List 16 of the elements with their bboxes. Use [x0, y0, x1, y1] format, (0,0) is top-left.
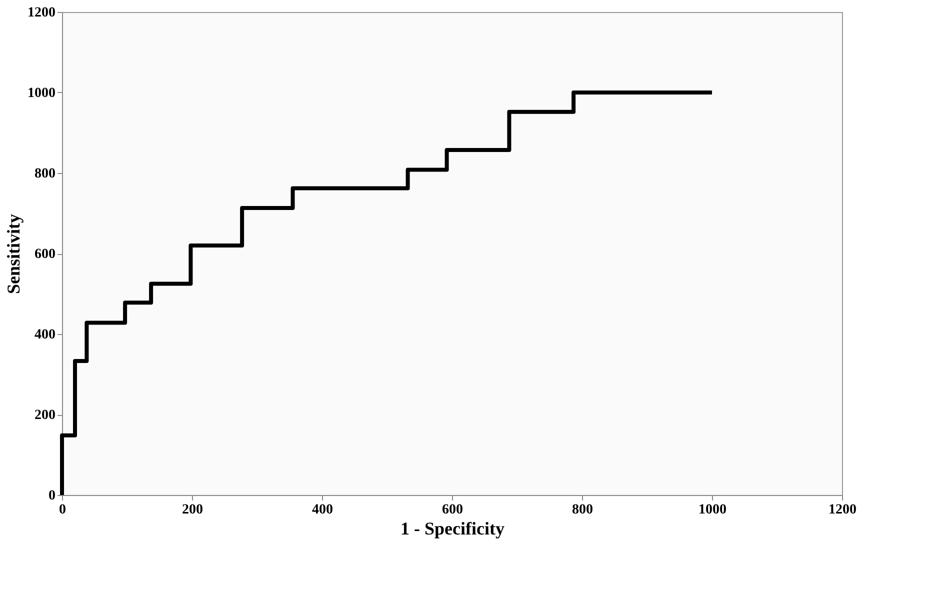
x-tick-label: 200	[182, 502, 203, 518]
x-tick-label: 800	[572, 502, 593, 518]
x-tick-label: 0	[59, 502, 66, 518]
x-tick-label: 400	[312, 502, 333, 518]
x-axis-title: 1 - Specificity	[400, 518, 504, 538]
y-axis-title: Sensitivity	[4, 214, 24, 294]
x-tick-label: 600	[442, 502, 463, 518]
y-tick-label: 0	[48, 488, 56, 504]
y-tick-label: 800	[34, 166, 56, 182]
x-tick-label: 1200	[828, 502, 856, 518]
y-tick-label: 1200	[28, 6, 56, 20]
x-tick-label: 1000	[698, 502, 726, 518]
y-tick-label: 1000	[28, 86, 56, 101]
y-tick-label: 600	[34, 247, 56, 262]
y-tick-label: 400	[34, 328, 56, 342]
y-tick-label: 200	[34, 408, 56, 423]
